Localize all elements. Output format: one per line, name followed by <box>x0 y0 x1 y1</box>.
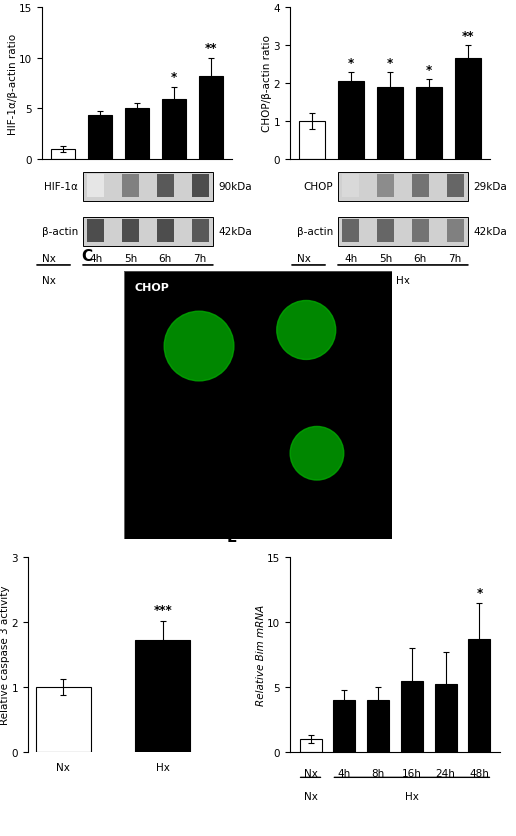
Text: 4h: 4h <box>344 253 357 263</box>
Text: Nx: Nx <box>42 276 56 286</box>
Text: CHOP: CHOP <box>303 182 333 192</box>
Text: 5h: 5h <box>379 253 392 263</box>
Text: 90kDa: 90kDa <box>218 182 252 192</box>
Y-axis label: CHOP/β-actin ratio: CHOP/β-actin ratio <box>262 35 272 132</box>
Text: C: C <box>81 249 92 264</box>
Circle shape <box>290 159 344 213</box>
Text: E: E <box>227 530 237 545</box>
Bar <box>342 220 359 242</box>
Text: Hx: Hx <box>405 791 419 801</box>
Circle shape <box>290 427 344 481</box>
Bar <box>377 88 402 160</box>
Text: 7h: 7h <box>194 253 207 263</box>
Bar <box>192 220 208 242</box>
Text: *: * <box>476 586 482 599</box>
Text: **: ** <box>205 42 218 54</box>
Bar <box>377 175 394 197</box>
Bar <box>416 88 442 160</box>
Circle shape <box>277 33 336 92</box>
Bar <box>83 172 213 201</box>
Text: Nx: Nx <box>297 276 311 286</box>
Text: 6h: 6h <box>159 253 172 263</box>
Text: Nx: Nx <box>303 767 317 777</box>
Text: β-actin: β-actin <box>41 227 78 237</box>
Bar <box>337 172 469 201</box>
Bar <box>51 150 75 160</box>
Bar <box>88 116 112 160</box>
Circle shape <box>432 312 502 381</box>
Text: Merge: Merge <box>402 283 442 293</box>
Bar <box>392 272 516 539</box>
Bar <box>342 175 359 197</box>
Bar <box>299 122 325 160</box>
Bar <box>434 685 457 752</box>
Bar <box>157 220 174 242</box>
Text: Nx: Nx <box>297 253 311 263</box>
Text: *: * <box>387 57 393 69</box>
Text: 5h: 5h <box>124 253 137 263</box>
Bar <box>333 701 356 752</box>
Y-axis label: Relative Bim mRNA: Relative Bim mRNA <box>255 604 266 706</box>
Text: ***: *** <box>153 604 172 616</box>
Text: 24h: 24h <box>436 767 456 777</box>
Bar <box>124 4 392 272</box>
Bar <box>338 82 364 160</box>
Text: 42kDa: 42kDa <box>473 227 507 237</box>
Y-axis label: HIF-1α/β-actin ratio: HIF-1α/β-actin ratio <box>8 33 18 135</box>
Bar <box>87 175 104 197</box>
Bar <box>199 77 223 160</box>
Bar <box>192 175 208 197</box>
Text: Hx: Hx <box>141 276 155 286</box>
Circle shape <box>164 44 234 114</box>
Bar <box>367 701 389 752</box>
Bar <box>135 640 190 752</box>
Text: CHOP: CHOP <box>135 283 170 293</box>
Text: 42kDa: 42kDa <box>218 227 252 237</box>
Bar <box>122 220 139 242</box>
Text: **: ** <box>462 30 474 43</box>
Circle shape <box>164 312 234 381</box>
Text: 16h: 16h <box>402 767 422 777</box>
Bar <box>456 59 481 160</box>
Text: 29kDa: 29kDa <box>473 182 507 192</box>
Text: 48h: 48h <box>470 767 489 777</box>
Text: 7h: 7h <box>448 253 462 263</box>
Text: HIF-1α: HIF-1α <box>44 182 78 192</box>
Bar <box>125 110 149 160</box>
Bar <box>300 739 321 752</box>
Circle shape <box>432 44 502 114</box>
Bar <box>36 687 91 752</box>
Bar <box>337 217 469 247</box>
Bar <box>412 220 429 242</box>
Text: HIF-1α: HIF-1α <box>402 15 443 25</box>
Text: 4h: 4h <box>89 253 102 263</box>
Text: *: * <box>426 64 432 77</box>
Text: 6h: 6h <box>414 253 427 263</box>
Y-axis label: Relative caspase 3 activity: Relative caspase 3 activity <box>1 585 10 724</box>
Bar <box>447 175 464 197</box>
Bar <box>162 100 186 160</box>
Bar <box>377 220 394 242</box>
Bar <box>83 217 213 247</box>
Text: Hx: Hx <box>396 276 410 286</box>
Bar <box>122 175 139 197</box>
Text: 8h: 8h <box>372 767 385 777</box>
Bar <box>124 272 392 539</box>
Bar <box>447 220 464 242</box>
Text: Nx: Nx <box>42 253 56 263</box>
Bar <box>401 681 423 752</box>
Text: *: * <box>171 71 178 84</box>
Bar <box>87 220 104 242</box>
Text: Nx: Nx <box>303 791 317 801</box>
Bar <box>412 175 429 197</box>
Bar <box>157 175 174 197</box>
Circle shape <box>277 301 336 360</box>
Text: DAPI: DAPI <box>135 15 165 25</box>
Bar <box>392 4 516 272</box>
Text: β-actin: β-actin <box>297 227 333 237</box>
Bar <box>469 640 490 752</box>
Text: 4h: 4h <box>337 767 351 777</box>
Text: *: * <box>348 57 354 69</box>
